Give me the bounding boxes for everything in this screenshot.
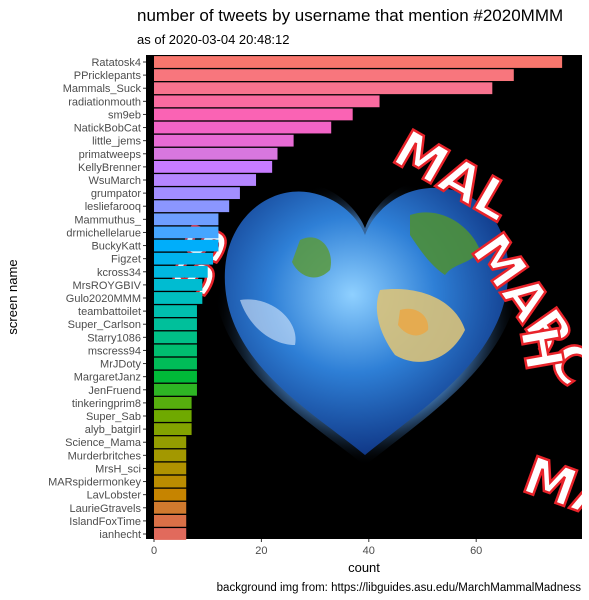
- earth-heart-icon: [213, 177, 520, 466]
- y-tick-label: LavLobster: [87, 490, 142, 502]
- y-tick-label: grumpator: [91, 188, 141, 200]
- bar-grumpator: [154, 187, 240, 200]
- x-axis-title: count: [348, 560, 380, 575]
- bar-NatickBobCat: [154, 121, 332, 134]
- bar-JenFruend: [154, 383, 197, 396]
- bar-MrJDoty: [154, 357, 197, 370]
- bar-group: [154, 56, 563, 540]
- y-tick-label: Murderbritches: [68, 450, 142, 462]
- bar-sm9eb: [154, 108, 353, 121]
- y-tick-label: Mammuthus_: [74, 214, 142, 226]
- bar-little_jems: [154, 134, 294, 147]
- y-tick-label: LaurieGtravels: [69, 503, 141, 515]
- y-tick-label: MARspidermonkey: [48, 477, 141, 489]
- y-tick-label: IslandFoxTime: [69, 516, 141, 528]
- y-tick-label: JenFruend: [88, 385, 141, 397]
- bar-Figzet: [154, 252, 214, 265]
- y-tick-labels: Ratatosk4PPricklepantsMammals_Suckradiat…: [48, 57, 146, 541]
- bar-WsuMarch: [154, 174, 257, 186]
- bar-Mammuthus_: [154, 213, 219, 226]
- y-tick-label: radiationmouth: [68, 96, 141, 108]
- bar-LaurieGtravels: [154, 501, 187, 514]
- y-tick-label: Super_Sab: [86, 411, 141, 423]
- bar-KellyBrenner: [154, 160, 273, 173]
- y-tick-label: lesliefarooq: [85, 201, 141, 213]
- bar-BuckyKatt: [154, 239, 219, 252]
- y-tick-label: tinkeringprim8: [72, 398, 141, 410]
- x-tick-label: 40: [363, 545, 375, 557]
- y-tick-label: mscress94: [88, 345, 141, 357]
- bar-Starry1086: [154, 331, 197, 344]
- y-tick-label: alyb_batgirl: [85, 424, 141, 436]
- y-tick-label: drmichellelarue: [66, 227, 141, 239]
- bar-MrsH_sci: [154, 462, 187, 475]
- bar-Gulo2020MMM: [154, 292, 203, 304]
- bar-mscress94: [154, 344, 197, 357]
- bar-MargaretJanz: [154, 370, 197, 383]
- bar-Super_Sab: [154, 410, 192, 422]
- y-tick-label: kcross34: [97, 267, 141, 279]
- y-tick-label: ianhecht: [99, 529, 141, 541]
- y-tick-label: Science_Mama: [65, 437, 142, 449]
- y-tick-label: teambattoilet: [78, 306, 141, 318]
- image-credit-caption: background img from: https://libguides.a…: [216, 582, 581, 594]
- x-tick-label: 60: [470, 545, 482, 557]
- bar-IslandFoxTime: [154, 514, 187, 527]
- y-tick-label: little_jems: [92, 136, 141, 148]
- bar-primatweeps: [154, 147, 278, 160]
- y-tick-label: PPricklepants: [74, 70, 142, 82]
- bar-drmichellelarue: [154, 226, 219, 239]
- bar-tinkeringprim8: [154, 396, 192, 409]
- bar-MrsROYGBIV: [154, 278, 203, 291]
- bar-Mammals_Suck: [154, 82, 493, 95]
- y-tick-label: Gulo2020MMM: [66, 293, 141, 305]
- y-tick-label: Ratatosk4: [91, 57, 141, 69]
- bar-alyb_batgirl: [154, 423, 192, 436]
- y-tick-label: BuckyKatt: [91, 241, 141, 253]
- y-tick-label: Starry1086: [87, 332, 141, 344]
- y-tick-label: primatweeps: [79, 149, 142, 161]
- y-tick-label: sm9eb: [108, 109, 141, 121]
- y-tick-label: KellyBrenner: [78, 162, 141, 174]
- y-tick-label: MrsH_sci: [95, 463, 141, 475]
- bar-MARspidermonkey: [154, 475, 187, 488]
- bar-radiationmouth: [154, 95, 380, 108]
- x-axis: 0 20 40 60: [151, 539, 482, 557]
- y-tick-label: Mammals_Suck: [63, 83, 142, 95]
- y-axis-title: screen name: [5, 259, 20, 334]
- bar-Ratatosk4: [154, 56, 563, 68]
- y-tick-label: WsuMarch: [88, 175, 141, 187]
- y-tick-label: NatickBobCat: [74, 123, 141, 135]
- bar-Science_Mama: [154, 436, 187, 449]
- bar-lesliefarooq: [154, 200, 230, 213]
- bar-Super_Carlson: [154, 318, 197, 331]
- y-tick-label: MrJDoty: [100, 359, 141, 371]
- y-tick-label: Figzet: [111, 254, 141, 266]
- bar-teambattoilet: [154, 305, 197, 318]
- bar-kcross34: [154, 265, 208, 278]
- bar-Murderbritches: [154, 449, 187, 462]
- y-tick-label: MargaretJanz: [74, 372, 141, 384]
- x-tick-label: 0: [151, 545, 157, 557]
- chart-title: number of tweets by username that mentio…: [137, 6, 564, 25]
- chart-subtitle: as of 2020-03-04 20:48:12: [137, 32, 290, 47]
- bar-PPricklepants: [154, 69, 514, 82]
- y-tick-label: MrsROYGBIV: [73, 280, 142, 292]
- x-tick-label: 20: [255, 545, 267, 557]
- bar-ianhecht: [154, 528, 187, 540]
- y-tick-label: Super_Carlson: [68, 319, 141, 331]
- bar-LavLobster: [154, 488, 187, 501]
